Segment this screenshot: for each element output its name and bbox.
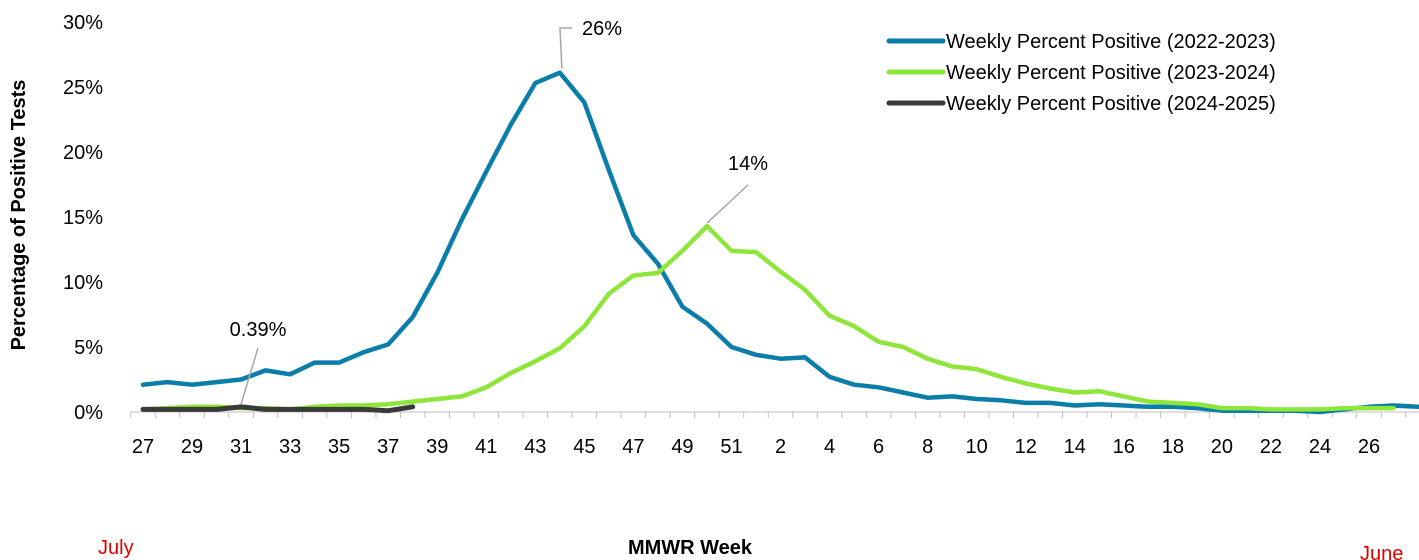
- x-tick-label: 4: [824, 436, 835, 458]
- annotation-label: 0.39%: [230, 319, 287, 341]
- series-line-3: [140, 404, 416, 414]
- annotation-label: 26%: [582, 18, 622, 40]
- y-tick-label: 25%: [63, 77, 103, 99]
- series-line-2: [140, 223, 1396, 412]
- y-tick-label: 0%: [74, 402, 103, 424]
- x-tick-label: 49: [671, 436, 693, 458]
- x-tick-label: 31: [230, 436, 252, 458]
- annotation-leader-line: [240, 347, 259, 405]
- x-tick-label: 8: [922, 436, 933, 458]
- x-tick-label: 51: [720, 436, 742, 458]
- legend: Weekly Percent Positive (2022-2023) Weekl…: [886, 31, 1276, 115]
- month-label-end: June: [1360, 543, 1403, 560]
- x-tick-label: 26: [1358, 436, 1380, 458]
- y-tick-label: 5%: [74, 337, 103, 359]
- y-tick-label: 20%: [63, 142, 103, 164]
- annotation-label: 14%: [728, 153, 768, 175]
- x-tick-label: 33: [279, 436, 301, 458]
- y-tick-label: 10%: [63, 272, 103, 294]
- x-tick-label: 41: [475, 436, 497, 458]
- x-tick-label: 47: [622, 436, 644, 458]
- annotation-leader-line: [706, 184, 749, 224]
- legend-label: Weekly Percent Positive (2022-2023): [946, 31, 1276, 53]
- x-tick-label: 22: [1260, 436, 1282, 458]
- annotation-leader-line: [559, 27, 572, 69]
- x-tick-label: 18: [1162, 436, 1184, 458]
- x-tick-label: 16: [1113, 436, 1135, 458]
- x-tick-label: 14: [1064, 436, 1086, 458]
- y-axis-title: Percentage of Positive Tests: [8, 80, 30, 351]
- x-tick-label: 45: [573, 436, 595, 458]
- month-label-start: July: [98, 537, 134, 559]
- x-axis-title: MMWR Week: [628, 537, 753, 559]
- series-line-1: [140, 70, 1419, 415]
- peak-annotations: 26% 14% 0.39%: [230, 18, 768, 405]
- x-tick-label: 29: [181, 436, 203, 458]
- x-axis-ticks: 27 29 31 33 35 37 39 41 43 45 47 49 51 2 4 6 8 10 12 14 16 18…: [132, 436, 1380, 458]
- x-tick-label: 2: [775, 436, 786, 458]
- x-tick-label: 10: [966, 436, 988, 458]
- x-tick-label: 6: [873, 436, 884, 458]
- x-tick-label: 20: [1211, 436, 1233, 458]
- y-tick-label: 30%: [63, 12, 103, 34]
- y-tick-label: 15%: [63, 207, 103, 229]
- x-tick-label: 39: [426, 436, 448, 458]
- legend-label: Weekly Percent Positive (2023-2024): [946, 62, 1276, 84]
- x-tick-label: 35: [328, 436, 350, 458]
- x-tick-label: 27: [132, 436, 154, 458]
- x-tick-label: 12: [1015, 436, 1037, 458]
- y-axis-ticks: 0% 5% 10% 15% 20% 25% 30%: [63, 12, 103, 424]
- x-tick-label: 24: [1309, 436, 1331, 458]
- x-tick-label: 37: [377, 436, 399, 458]
- x-tick-label: 43: [524, 436, 546, 458]
- legend-label: Weekly Percent Positive (2024-2025): [946, 93, 1276, 115]
- series-lines: [140, 70, 1419, 415]
- x-axis-tick-marks: [130, 412, 1407, 418]
